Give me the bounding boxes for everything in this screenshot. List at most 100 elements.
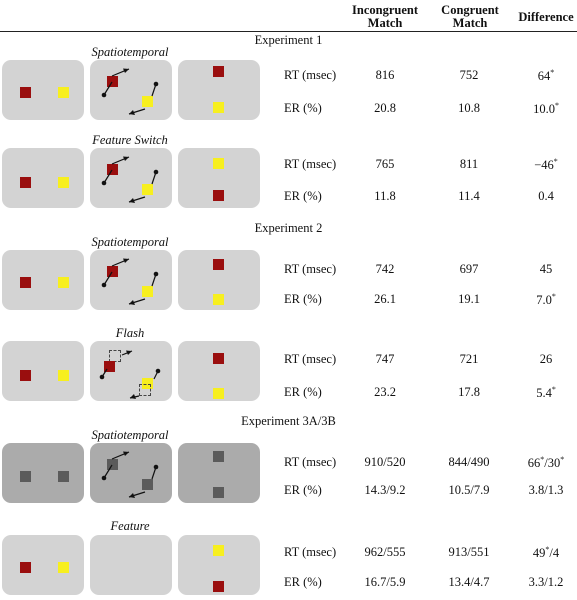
experiment-title: Experiment 2 bbox=[254, 221, 323, 235]
motion-arrows-icon bbox=[101, 451, 159, 498]
er-incongruent: 26.1 bbox=[374, 292, 396, 306]
rt-difference: 66*/30* bbox=[527, 455, 565, 471]
rt-difference: 26 bbox=[539, 352, 553, 366]
gray-square bbox=[58, 471, 69, 482]
er-incongruent: 11.8 bbox=[374, 189, 396, 203]
red-square bbox=[107, 164, 118, 175]
rt-congruent: 752 bbox=[459, 68, 479, 82]
gray-square bbox=[213, 451, 224, 462]
gray-square bbox=[213, 487, 224, 498]
rt-congruent: 844/490 bbox=[448, 455, 490, 469]
display-panel-1 bbox=[2, 341, 84, 401]
red-square bbox=[213, 190, 224, 201]
gray-square bbox=[107, 459, 118, 470]
rt-congruent: 697 bbox=[459, 262, 479, 276]
red-square bbox=[213, 353, 224, 364]
yellow-square bbox=[142, 96, 153, 107]
experiment-title: Experiment 1 bbox=[254, 33, 323, 47]
display-panel-1 bbox=[2, 148, 84, 208]
er-label: ER (%) bbox=[284, 292, 322, 306]
display-panel-1 bbox=[2, 535, 84, 595]
rt-difference: −46* bbox=[534, 157, 558, 173]
rt-incongruent: 747 bbox=[375, 352, 395, 366]
display-panel-3 bbox=[178, 341, 260, 401]
er-difference: 7.0* bbox=[536, 292, 556, 308]
er-difference: 3.3/1.2 bbox=[528, 575, 564, 589]
col-header-difference: Difference bbox=[518, 10, 574, 24]
rt-incongruent: 910/520 bbox=[364, 455, 406, 469]
yellow-square bbox=[58, 370, 69, 381]
motion-arrows-icon bbox=[101, 156, 159, 203]
rt-label: RT (msec) bbox=[284, 157, 337, 171]
er-difference: 3.8/1.3 bbox=[528, 483, 564, 497]
er-label: ER (%) bbox=[284, 483, 322, 497]
red-square bbox=[213, 66, 224, 77]
rt-incongruent: 742 bbox=[375, 262, 395, 276]
er-difference: 5.4* bbox=[536, 385, 556, 401]
rt-congruent: 721 bbox=[459, 352, 479, 366]
rt-label: RT (msec) bbox=[284, 68, 337, 82]
rt-incongruent: 816 bbox=[375, 68, 395, 82]
display-panel-2 bbox=[90, 535, 172, 595]
rt-difference: 49*/4 bbox=[532, 545, 560, 561]
er-congruent: 10.5/7.9 bbox=[448, 483, 490, 497]
motion-arrows-icon bbox=[99, 350, 161, 399]
display-panel-3 bbox=[178, 60, 260, 120]
yellow-square bbox=[213, 102, 224, 113]
red-square bbox=[213, 581, 224, 592]
red-square bbox=[104, 361, 115, 372]
er-congruent: 10.8 bbox=[458, 101, 480, 115]
er-incongruent: 16.7/5.9 bbox=[364, 575, 406, 589]
red-square bbox=[20, 177, 31, 188]
er-label: ER (%) bbox=[284, 101, 322, 115]
er-congruent: 13.4/4.7 bbox=[448, 575, 490, 589]
condition-label: Feature bbox=[110, 519, 150, 533]
red-square bbox=[20, 87, 31, 98]
rt-congruent: 913/551 bbox=[448, 545, 490, 559]
rt-incongruent: 962/555 bbox=[364, 545, 406, 559]
rt-label: RT (msec) bbox=[284, 262, 337, 276]
col-header-incongruent: Incongruent Match bbox=[352, 3, 418, 30]
red-square bbox=[213, 259, 224, 270]
display-panel-3 bbox=[178, 443, 260, 503]
er-difference: 10.0* bbox=[533, 101, 559, 117]
red-square bbox=[20, 277, 31, 288]
er-incongruent: 23.2 bbox=[374, 385, 396, 399]
display-panel-1 bbox=[2, 60, 84, 120]
rt-label: RT (msec) bbox=[284, 352, 337, 366]
flash-outline bbox=[139, 384, 151, 396]
gray-square bbox=[20, 471, 31, 482]
er-label: ER (%) bbox=[284, 385, 322, 399]
yellow-square bbox=[58, 87, 69, 98]
display-panel-3 bbox=[178, 148, 260, 208]
yellow-square bbox=[213, 158, 224, 169]
yellow-square bbox=[58, 177, 69, 188]
display-panel-2 bbox=[90, 443, 172, 503]
rt-difference: 45 bbox=[539, 262, 553, 276]
display-panel-2 bbox=[90, 148, 172, 208]
rt-congruent: 811 bbox=[459, 157, 479, 171]
rt-difference: 64* bbox=[537, 68, 555, 84]
er-congruent: 11.4 bbox=[458, 189, 480, 203]
rt-label: RT (msec) bbox=[284, 545, 337, 559]
rt-incongruent: 765 bbox=[375, 157, 395, 171]
display-panel-1 bbox=[2, 250, 84, 310]
er-difference: 0.4 bbox=[538, 189, 554, 203]
gray-square bbox=[142, 479, 153, 490]
display-panel-3 bbox=[178, 535, 260, 595]
er-congruent: 19.1 bbox=[458, 292, 480, 306]
display-panel-2 bbox=[90, 250, 172, 310]
red-square bbox=[20, 562, 31, 573]
yellow-square bbox=[58, 277, 69, 288]
er-incongruent: 20.8 bbox=[374, 101, 396, 115]
er-label: ER (%) bbox=[284, 575, 322, 589]
condition-label: Spatiotemporal bbox=[91, 428, 169, 442]
red-square bbox=[20, 370, 31, 381]
display-panel-1 bbox=[2, 443, 84, 503]
er-congruent: 17.8 bbox=[458, 385, 480, 399]
red-square bbox=[107, 76, 118, 87]
er-label: ER (%) bbox=[284, 189, 322, 203]
rt-label: RT (msec) bbox=[284, 455, 337, 469]
condition-label: Feature Switch bbox=[92, 133, 168, 147]
yellow-square bbox=[58, 562, 69, 573]
